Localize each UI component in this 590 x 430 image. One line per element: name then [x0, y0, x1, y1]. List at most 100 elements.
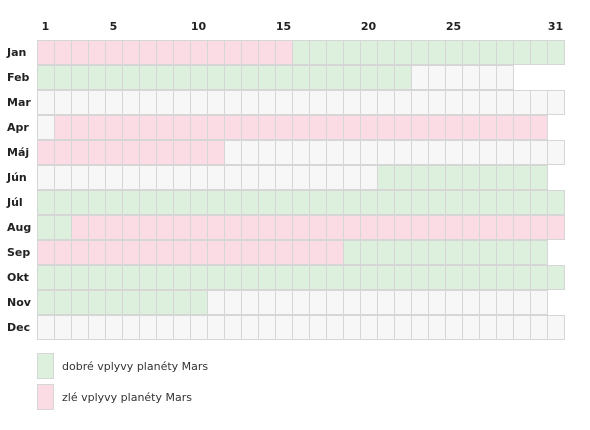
- day-cell: [530, 40, 548, 65]
- day-cell: [292, 290, 310, 315]
- day-cell: [479, 90, 497, 115]
- day-cell: [275, 165, 293, 190]
- day-cell: [241, 40, 259, 65]
- day-cell: [156, 140, 174, 165]
- day-cell: [428, 265, 446, 290]
- day-cell: [156, 90, 174, 115]
- day-cell: [241, 90, 259, 115]
- day-cell: [428, 115, 446, 140]
- day-cell: [326, 65, 344, 90]
- day-cell: [173, 165, 191, 190]
- day-cell: [326, 190, 344, 215]
- day-cell: [156, 190, 174, 215]
- day-cell: [496, 265, 514, 290]
- day-cell: [224, 40, 242, 65]
- day-cell: [377, 140, 395, 165]
- day-cell: [445, 315, 463, 340]
- day-cell: [207, 290, 225, 315]
- day-cell: [411, 65, 429, 90]
- day-cell: [309, 165, 327, 190]
- day-cell: [156, 290, 174, 315]
- day-cell: [88, 165, 106, 190]
- day-cell: [54, 190, 72, 215]
- day-cell: [496, 240, 514, 265]
- day-cell: [105, 215, 123, 240]
- day-cell: [377, 265, 395, 290]
- day-cell: [530, 240, 548, 265]
- day-label: 20: [361, 20, 377, 33]
- day-cell: [71, 240, 89, 265]
- day-cell: [122, 115, 140, 140]
- day-cell: [173, 265, 191, 290]
- day-cell: [207, 240, 225, 265]
- day-cell: [122, 165, 140, 190]
- day-cell: [139, 240, 157, 265]
- day-cell: [309, 265, 327, 290]
- day-cell: [343, 190, 361, 215]
- day-cell: [479, 115, 497, 140]
- day-cell: [513, 240, 531, 265]
- day-cell: [479, 240, 497, 265]
- day-cell: [139, 215, 157, 240]
- month-label: Jan: [6, 46, 26, 59]
- day-cell: [105, 90, 123, 115]
- day-cell: [190, 190, 208, 215]
- day-cell: [309, 240, 327, 265]
- day-cell: [428, 290, 446, 315]
- day-cell: [105, 190, 123, 215]
- day-cell: [445, 290, 463, 315]
- day-cell: [71, 90, 89, 115]
- day-cell: [122, 265, 140, 290]
- day-cell: [428, 65, 446, 90]
- day-cell: [513, 315, 531, 340]
- legend-good-label: dobré vplyvy planéty Mars: [62, 359, 209, 373]
- day-cell: [462, 315, 480, 340]
- day-cell: [241, 115, 259, 140]
- day-cell: [207, 140, 225, 165]
- day-cell: [343, 65, 361, 90]
- day-cell: [479, 290, 497, 315]
- day-cell: [156, 265, 174, 290]
- day-cell: [411, 190, 429, 215]
- day-cell: [37, 265, 55, 290]
- legend-bad-label: zlé vplyvy planéty Mars: [62, 390, 192, 404]
- day-cell: [547, 40, 565, 65]
- day-cell: [445, 90, 463, 115]
- day-cell: [377, 240, 395, 265]
- day-cell: [275, 140, 293, 165]
- day-cell: [190, 90, 208, 115]
- day-cell: [496, 290, 514, 315]
- day-cell: [241, 265, 259, 290]
- day-cell: [71, 265, 89, 290]
- day-cell: [88, 40, 106, 65]
- day-cell: [377, 40, 395, 65]
- day-cell: [428, 140, 446, 165]
- day-cell: [326, 215, 344, 240]
- day-cell: [513, 140, 531, 165]
- day-cell: [54, 140, 72, 165]
- month-label: Dec: [7, 321, 30, 334]
- day-cell: [462, 240, 480, 265]
- day-cell: [479, 315, 497, 340]
- day-cell: [207, 315, 225, 340]
- day-cell: [71, 215, 89, 240]
- day-cell: [479, 265, 497, 290]
- day-cell: [292, 40, 310, 65]
- day-cell: [428, 215, 446, 240]
- day-cell: [105, 165, 123, 190]
- day-cell: [37, 240, 55, 265]
- day-cell: [377, 315, 395, 340]
- day-cell: [411, 315, 429, 340]
- day-cell: [360, 290, 378, 315]
- day-cell: [479, 65, 497, 90]
- day-cell: [343, 40, 361, 65]
- day-cell: [360, 240, 378, 265]
- day-cell: [377, 65, 395, 90]
- day-cell: [207, 265, 225, 290]
- day-cell: [156, 315, 174, 340]
- day-cell: [360, 90, 378, 115]
- day-cell: [462, 265, 480, 290]
- month-label: Júl: [6, 196, 23, 209]
- day-cell: [156, 115, 174, 140]
- day-cell: [326, 140, 344, 165]
